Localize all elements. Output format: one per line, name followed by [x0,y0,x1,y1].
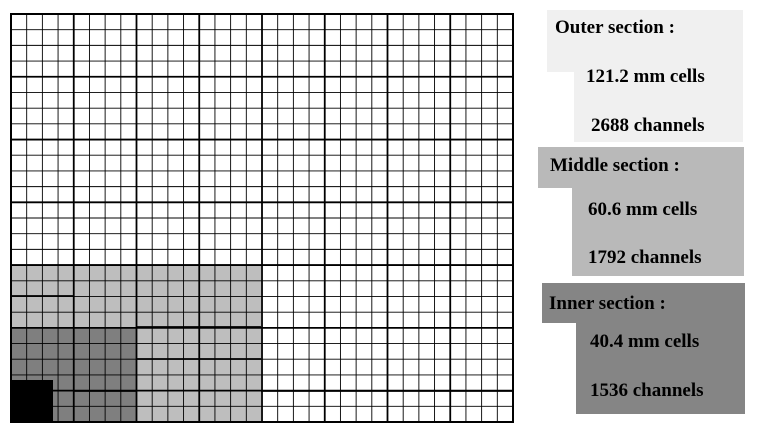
outer-section-channel-count: 2688 channels [591,115,705,136]
outer-section-title: Outer section : [555,17,675,38]
middle-section-title: Middle section : [550,155,680,176]
outer-section-cell-size: 121.2 mm cells [586,66,705,87]
outer-section-panel-lower [574,70,743,142]
middle-section-panel [538,147,744,188]
middle-section-panel-lower [572,186,744,276]
outer-section-panel [547,10,743,72]
calorimeter-quadrant-grid [10,13,514,423]
inner-section-panel [542,283,745,323]
grid-border [10,13,514,423]
middle-section-cell-size: 60.6 mm cells [588,199,698,220]
inner-section-panel-lower [576,321,745,414]
inner-section-cell-size: 40.4 mm cells [590,331,700,352]
middle-section-channel-count: 1792 channels [588,247,702,268]
beam-hole [11,380,53,422]
inner-section-title: Inner section : [549,293,666,314]
inner-section-channel-count: 1536 channels [590,380,704,401]
